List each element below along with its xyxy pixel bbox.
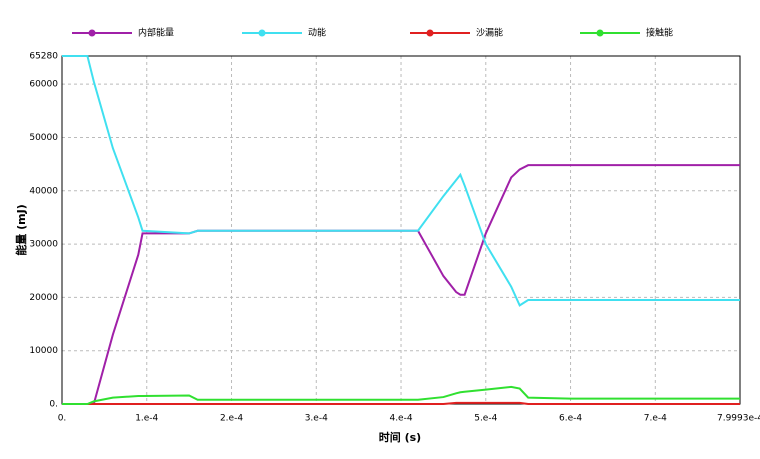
x-tick-label: 7.e-4 [644, 414, 667, 424]
y-tick-label: 65280 [29, 52, 58, 62]
series-line [62, 164, 740, 405]
y-tick-label: 60000 [29, 80, 58, 90]
legend-label: 动能 [308, 27, 326, 39]
series-line [62, 401, 740, 405]
x-axis-title: 时间 (s) [379, 430, 421, 444]
series-line [62, 55, 740, 307]
legend-label: 内部能量 [138, 27, 174, 39]
legend-marker [88, 29, 96, 37]
x-tick-label: 2.e-4 [220, 414, 243, 424]
y-tick-label: 10000 [29, 346, 58, 356]
y-tick-label: 30000 [29, 240, 58, 250]
x-tick-label: 5.e-4 [474, 414, 497, 424]
series-line [62, 385, 740, 405]
legend-label: 沙漏能 [476, 27, 503, 39]
y-axis-title: 能量 (mJ) [14, 204, 28, 255]
legend-label: 接触能 [646, 27, 673, 39]
x-tick-label: 0. [58, 414, 67, 424]
legend-marker [426, 29, 434, 37]
x-tick-label: 6.e-4 [559, 414, 582, 424]
y-tick-label: 0. [49, 400, 58, 410]
legend-marker [258, 29, 266, 37]
x-tick-label: 3.e-4 [305, 414, 328, 424]
y-tick-label: 40000 [29, 186, 58, 196]
legend-marker [596, 29, 604, 37]
x-tick-label: 7.9993e-4 [717, 414, 760, 424]
y-tick-label: 50000 [29, 133, 58, 143]
y-tick-label: 20000 [29, 293, 58, 303]
x-tick-label: 4.e-4 [389, 414, 412, 424]
x-tick-label: 1.e-4 [135, 414, 158, 424]
